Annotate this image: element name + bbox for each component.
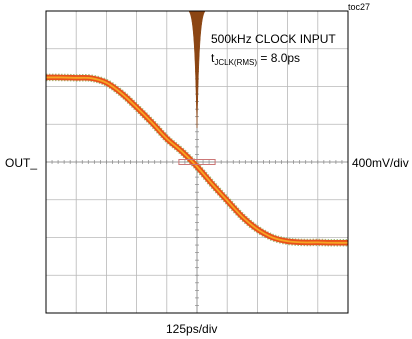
vertical-scale-label: 400mV/div [352, 156, 409, 170]
marker-layer [178, 159, 216, 165]
channel-label: OUT_ [5, 156, 38, 170]
grid [45, 10, 349, 314]
param-value: = 8.0ps [257, 51, 301, 65]
param-base: t [211, 51, 215, 65]
trace-core [45, 76, 349, 244]
plot-frame [45, 10, 349, 314]
figure-id-label: toc27 [348, 2, 371, 12]
annotation-line2: tJCLK(RMS) = 8.0ps [211, 52, 336, 67]
annotation-line1: 500kHz CLOCK INPUT [211, 32, 336, 46]
horizontal-scale-label: 125ps/div [166, 322, 218, 336]
param-subscript: JCLK(RMS) [214, 58, 258, 67]
trace-layer [45, 73, 349, 247]
jitter-histogram-layer [187, 10, 207, 129]
annotation: 500kHz CLOCK INPUT tJCLK(RMS) = 8.0ps [211, 33, 336, 67]
measurement-marker-box [178, 159, 216, 165]
jitter-histogram [187, 10, 207, 129]
